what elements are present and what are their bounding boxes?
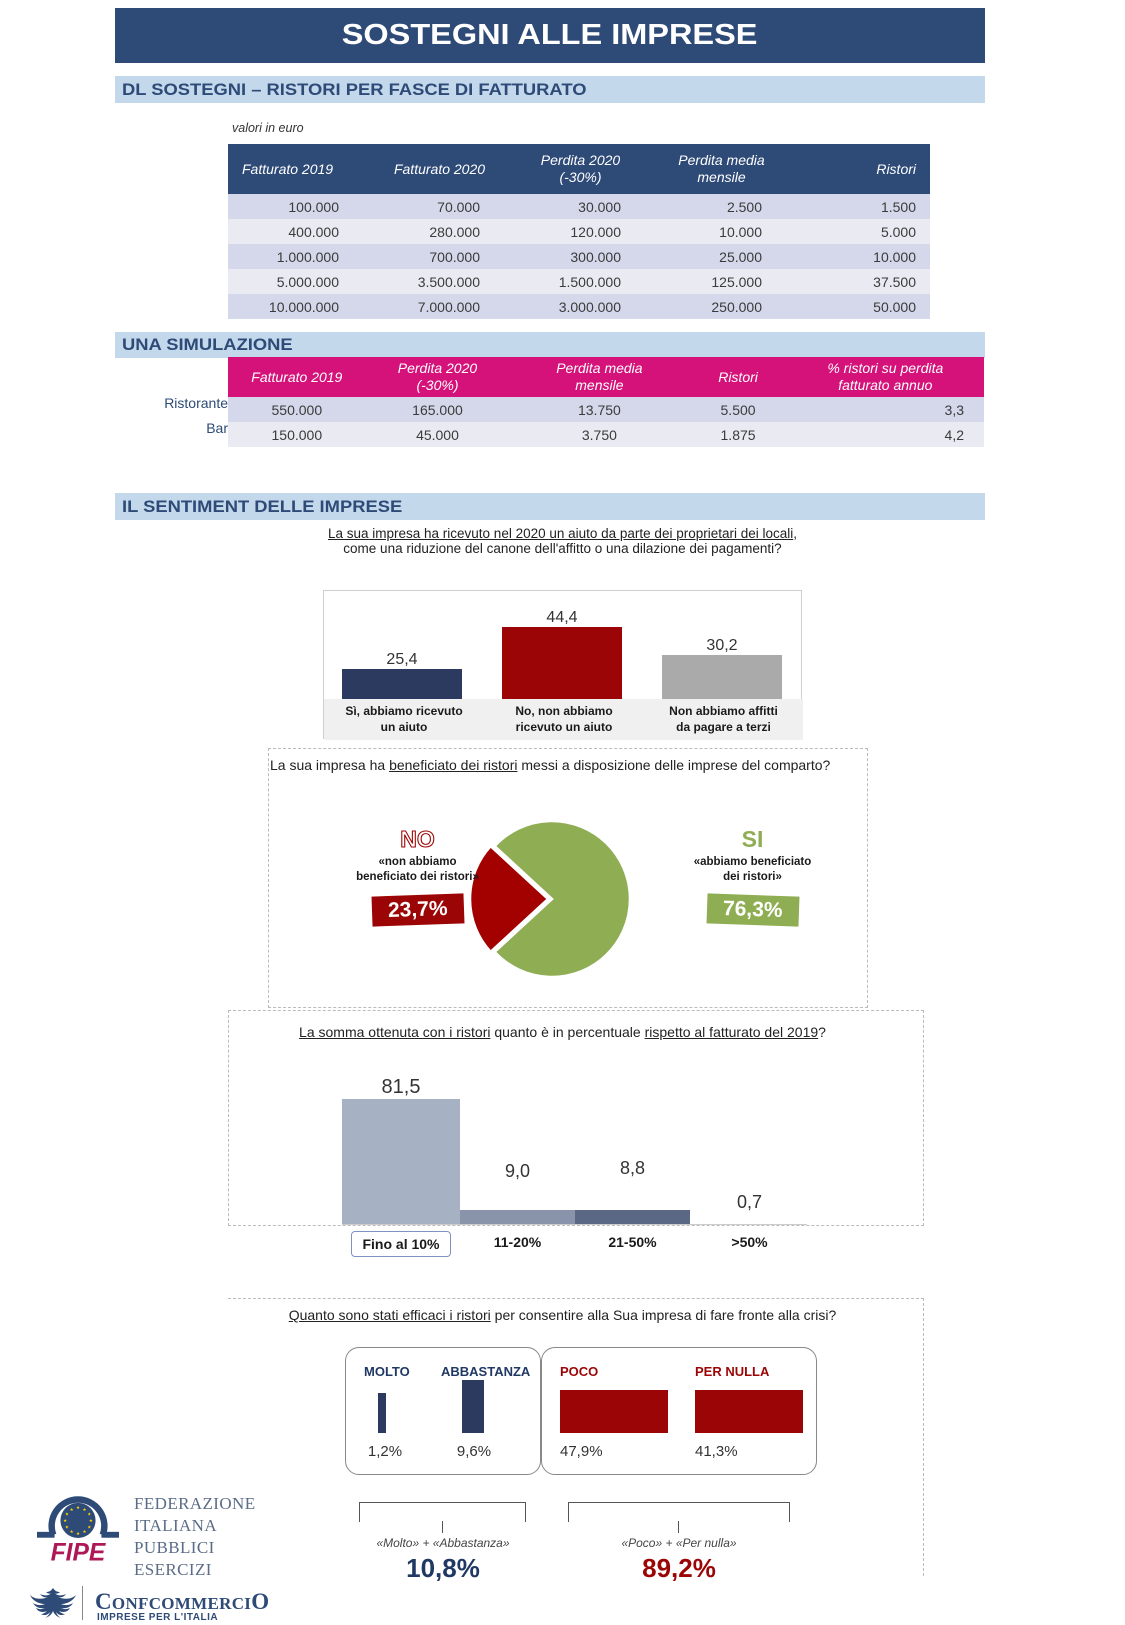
svg-text:★: ★: [76, 1531, 80, 1536]
svg-text:★: ★: [70, 1507, 74, 1512]
svg-text:★: ★: [65, 1512, 69, 1517]
svg-text:★: ★: [65, 1524, 69, 1529]
svg-text:★: ★: [89, 1518, 93, 1523]
svg-text:★: ★: [87, 1512, 91, 1517]
svg-text:★: ★: [82, 1507, 86, 1512]
svg-text:FIPE: FIPE: [51, 1539, 107, 1566]
svg-text:★: ★: [87, 1524, 91, 1529]
svg-text:★: ★: [76, 1505, 80, 1510]
svg-text:★: ★: [63, 1518, 67, 1523]
svg-text:★: ★: [70, 1529, 74, 1534]
svg-text:★: ★: [82, 1529, 86, 1534]
